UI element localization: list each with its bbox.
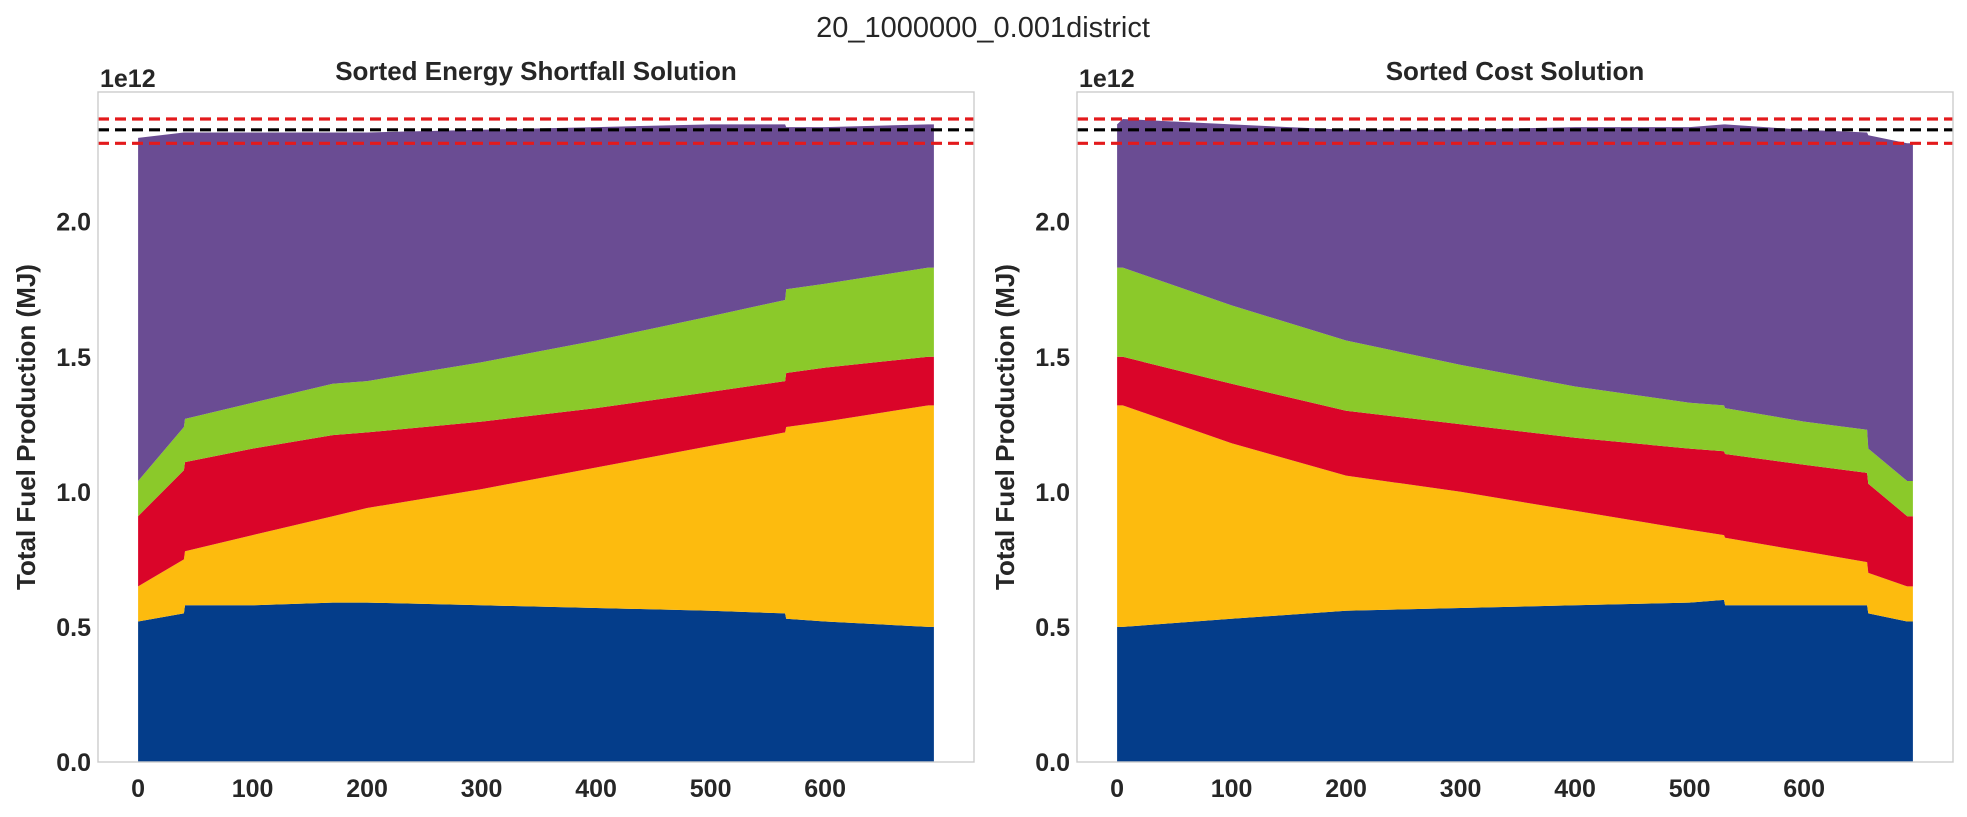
area-series-2 (138, 405, 934, 627)
x-tick-label: 100 (232, 775, 274, 803)
y-offset-label: 1e12 (100, 65, 156, 93)
area-series-4 (1117, 267, 1913, 517)
x-tick-label: 400 (1554, 775, 1596, 803)
x-tick-label: 400 (575, 775, 617, 803)
area-series-5 (1117, 119, 1913, 481)
y-tick-label: 0.0 (1035, 749, 1070, 777)
x-tick-label: 0 (131, 775, 145, 803)
y-tick-label: 1.0 (56, 479, 91, 507)
y-axis-label: Total Fuel Production (MJ) (990, 264, 1020, 590)
area-series-1 (138, 602, 934, 762)
x-tick-label: 600 (1783, 775, 1825, 803)
x-tick-label: 200 (346, 775, 388, 803)
x-tick-label: 100 (1211, 775, 1253, 803)
subplot-title: Sorted Energy Shortfall Solution (335, 56, 737, 86)
area-series-4 (138, 267, 934, 517)
area-series-2 (1117, 405, 1913, 627)
subplot-2: 0 100 200 300 400 500 600 0.0 0.5 1.0 1.5 2.0 1e12 So… (990, 56, 1954, 803)
x-tick-label: 300 (1440, 775, 1482, 803)
y-offset-label: 1e12 (1079, 65, 1135, 93)
y-tick-label: 0.5 (1035, 614, 1070, 642)
subplot-title: Sorted Cost Solution (1386, 56, 1645, 86)
y-tick-label: 0.0 (56, 749, 91, 777)
area-series-5 (138, 124, 934, 482)
x-tick-label: 300 (461, 775, 503, 803)
area-series-1 (1117, 599, 1913, 762)
area-series-3 (138, 356, 934, 587)
figure-suptitle: 20_1000000_0.001district (816, 12, 1150, 44)
y-tick-label: 2.0 (56, 209, 91, 237)
y-tick-label: 1.0 (1035, 479, 1070, 507)
plot-frame (97, 91, 975, 763)
subplot-1: 0 100 200 300 400 500 600 0.0 0.5 1.0 1.5 2.0 1e12 So… (11, 56, 975, 803)
x-tick-label: 200 (1325, 775, 1367, 803)
x-tick-label: 500 (690, 775, 732, 803)
y-tick-label: 2.0 (1035, 209, 1070, 237)
x-tick-label: 600 (804, 775, 846, 803)
x-tick-label: 500 (1669, 775, 1711, 803)
y-tick-label: 1.5 (56, 344, 91, 372)
area-series-3 (1117, 356, 1913, 587)
x-tick-label: 0 (1110, 775, 1124, 803)
y-tick-label: 0.5 (56, 614, 91, 642)
plot-frame (1076, 91, 1954, 763)
y-tick-label: 1.5 (1035, 344, 1070, 372)
y-axis-label: Total Fuel Production (MJ) (11, 264, 41, 590)
